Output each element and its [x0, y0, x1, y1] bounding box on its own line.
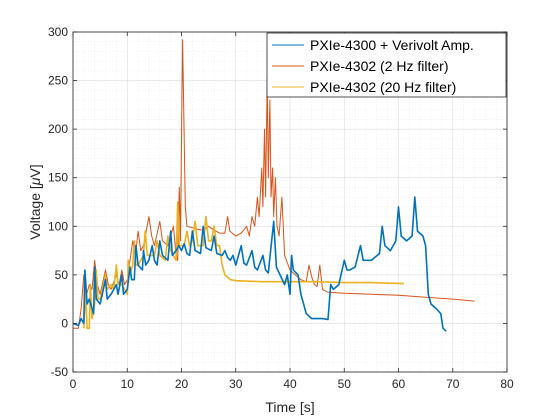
legend-box [266, 32, 507, 98]
x-tick-label: 20 [175, 377, 189, 391]
y-tick-label: 100 [48, 219, 68, 233]
y-tick-label: 300 [48, 25, 68, 39]
y-axis-label-prefix: Voltage [ [27, 185, 43, 240]
y-tick-label: -50 [51, 365, 69, 379]
x-tick-label: 80 [500, 377, 514, 391]
x-tick-label: 70 [446, 377, 460, 391]
x-axis-label: Time [s] [265, 399, 314, 415]
series-group [73, 39, 475, 332]
x-tick-label: 40 [283, 377, 297, 391]
y-axis-label-mu: μ [27, 177, 43, 186]
y-tick-label: 250 [48, 74, 68, 88]
legend-label-1: PXIe-4302 (2 Hz filter) [310, 58, 449, 74]
legend: PXIe-4300 + Verivolt Amp. PXIe-4302 (2 H… [266, 32, 507, 98]
y-axis-label-suffix: V] [27, 164, 43, 177]
series-line-0 [73, 196, 447, 332]
y-tick-label: 0 [61, 316, 68, 330]
x-tick-label: 60 [392, 377, 406, 391]
x-tick-label: 50 [338, 377, 352, 391]
legend-label-0: PXIe-4300 + Verivolt Amp. [310, 37, 474, 53]
x-tick-label: 30 [229, 377, 243, 391]
legend-label-2: PXIe-4302 (20 Hz filter) [310, 79, 456, 95]
x-tick-label: 0 [70, 377, 77, 391]
y-axis-label: Voltage [μV] [27, 164, 43, 239]
y-tick-label: 150 [48, 171, 68, 185]
y-tick-label: 200 [48, 122, 68, 136]
y-tick-label: 50 [55, 268, 69, 282]
x-tick-label: 10 [121, 377, 135, 391]
